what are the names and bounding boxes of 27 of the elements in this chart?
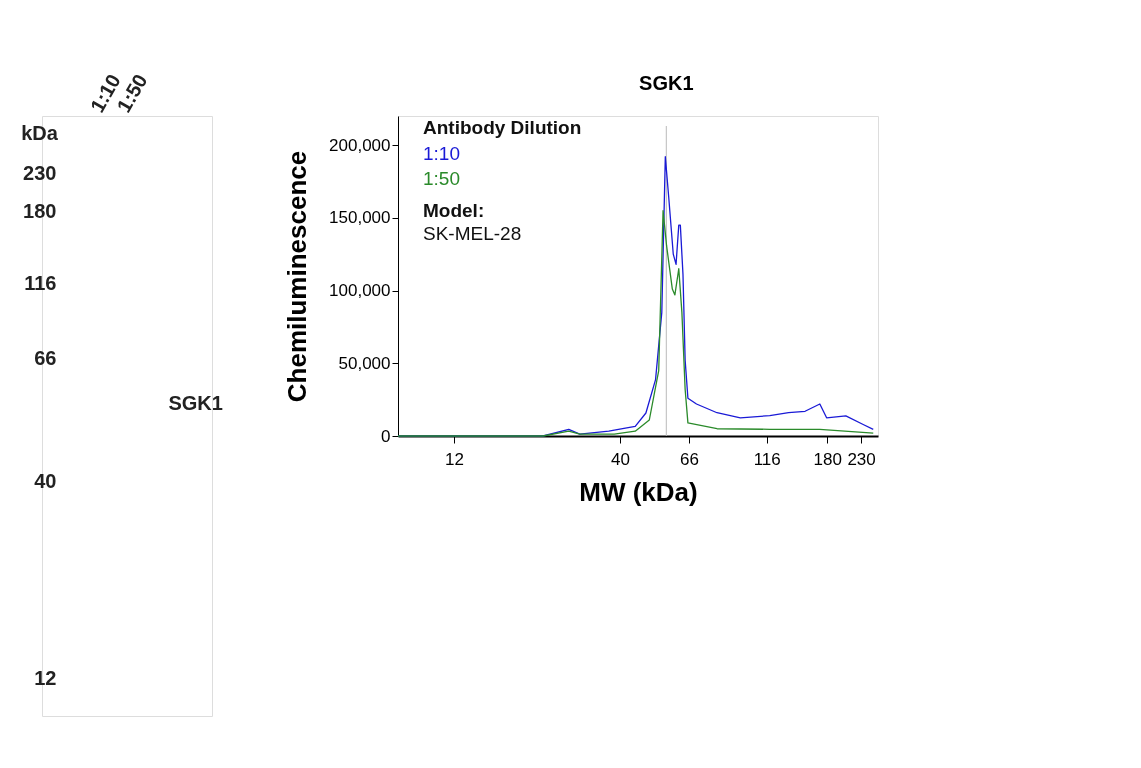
text: 230 (23, 162, 57, 184)
text: 12 (34, 667, 57, 689)
x-tick-label: 116 (753, 449, 781, 469)
y-tick-label: 150,000 (329, 208, 391, 228)
text: 116 (24, 272, 57, 294)
text: 40 (34, 470, 57, 492)
ref-line-label: SGK1 (639, 72, 694, 94)
y-tick-label: 100,000 (329, 281, 391, 301)
annotation: SK-MEL-28 (423, 223, 522, 244)
x-tick-label: 230 (847, 449, 876, 469)
y-axis-title: Chemiluminescence (282, 150, 313, 403)
y-tick-label: 200,000 (329, 135, 391, 155)
text: kDa (21, 122, 59, 144)
y-tick-label: 50,000 (338, 353, 391, 373)
x-tick-label: 40 (610, 449, 630, 469)
y-tick-label: 0 (381, 426, 391, 446)
x-tick-label: 180 (813, 449, 842, 469)
legend-title: Antibody Dilution (423, 117, 582, 138)
x-tick-label: 12 (444, 449, 464, 469)
text: 180 (23, 200, 57, 222)
x-tick-label: 66 (680, 449, 699, 469)
annotation: Model: (423, 200, 485, 221)
x-axis-title: MW (kDa) (579, 476, 698, 507)
text: SGK1 (168, 392, 223, 414)
text: 1:10 (423, 143, 460, 164)
text: 1:50 (423, 168, 460, 189)
text: 66 (34, 347, 57, 369)
